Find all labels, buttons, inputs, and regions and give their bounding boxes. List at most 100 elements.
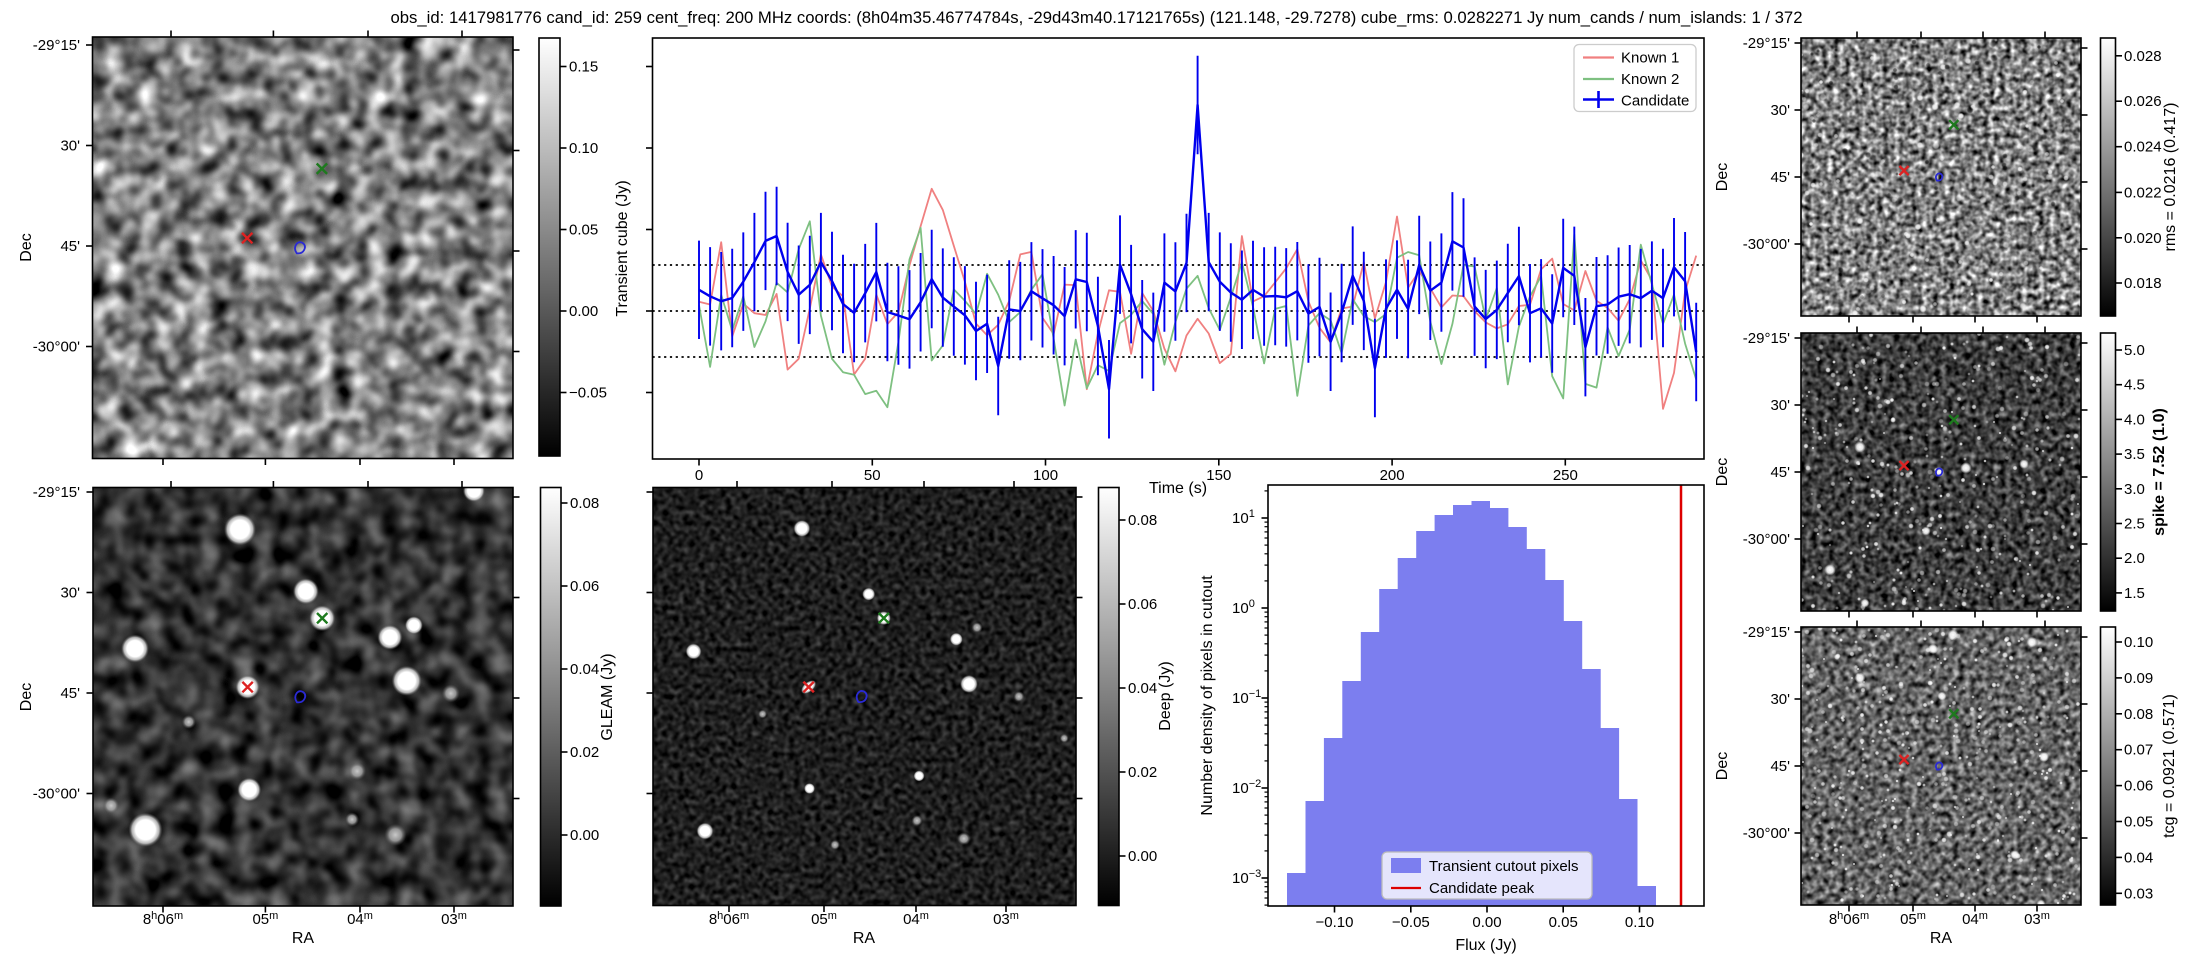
svg-text:0.04: 0.04 xyxy=(2124,849,2153,866)
svg-text:Dec: Dec xyxy=(1714,163,1731,191)
svg-text:−0.05: −0.05 xyxy=(1392,914,1430,931)
svg-text:tcg = 0.0921 (0.571): tcg = 0.0921 (0.571) xyxy=(2161,694,2178,838)
svg-text:0.00: 0.00 xyxy=(1472,914,1501,931)
svg-text:-30°00': -30°00' xyxy=(1743,825,1790,842)
svg-text:8h06m: 8h06m xyxy=(709,910,749,928)
svg-text:30': 30' xyxy=(60,138,80,155)
svg-text:0.07: 0.07 xyxy=(2124,742,2153,759)
svg-text:0.00: 0.00 xyxy=(1128,848,1157,865)
svg-text:0.03: 0.03 xyxy=(2124,885,2153,902)
svg-text:Dec: Dec xyxy=(18,683,35,711)
svg-text:obs_id: 1417981776 cand_id: 25: obs_id: 1417981776 cand_id: 259 cent_fre… xyxy=(391,8,1803,27)
svg-text:−0.05: −0.05 xyxy=(569,385,607,402)
svg-text:0.02: 0.02 xyxy=(1128,764,1157,781)
svg-text:0.09: 0.09 xyxy=(2124,670,2153,687)
svg-text:Candidate peak: Candidate peak xyxy=(1429,880,1535,897)
svg-text:Dec: Dec xyxy=(1714,752,1731,780)
svg-text:Number density of pixels in cu: Number density of pixels in cutout xyxy=(1199,575,1216,816)
svg-text:-30°00': -30°00' xyxy=(33,339,80,356)
svg-text:0.04: 0.04 xyxy=(1128,680,1157,697)
svg-text:−0.10: −0.10 xyxy=(1316,914,1354,931)
svg-text:Time (s): Time (s) xyxy=(1149,480,1207,497)
svg-text:8h06m: 8h06m xyxy=(143,910,183,928)
svg-text:-30°00': -30°00' xyxy=(1743,531,1790,548)
svg-text:04m: 04m xyxy=(1962,910,1988,928)
svg-text:0.05: 0.05 xyxy=(569,222,598,239)
svg-text:0.022: 0.022 xyxy=(2124,184,2162,201)
svg-text:05m: 05m xyxy=(252,910,278,928)
svg-text:3.5: 3.5 xyxy=(2124,446,2145,463)
svg-text:0.06: 0.06 xyxy=(570,578,599,595)
svg-text:Dec: Dec xyxy=(1714,458,1731,486)
svg-text:Known 2: Known 2 xyxy=(1621,71,1679,88)
svg-text:100: 100 xyxy=(1033,467,1058,484)
svg-text:5.0: 5.0 xyxy=(2124,342,2145,359)
svg-text:Transient cutout pixels: Transient cutout pixels xyxy=(1429,858,1579,875)
svg-text:04m: 04m xyxy=(903,910,929,928)
svg-text:-29°15': -29°15' xyxy=(1743,330,1790,347)
svg-text:0.028: 0.028 xyxy=(2124,48,2162,65)
svg-text:30': 30' xyxy=(1770,691,1790,708)
svg-text:Flux (Jy): Flux (Jy) xyxy=(1455,937,1516,954)
svg-text:0.026: 0.026 xyxy=(2124,93,2162,110)
svg-text:30': 30' xyxy=(1770,102,1790,119)
svg-text:Candidate: Candidate xyxy=(1621,93,1689,110)
svg-text:05m: 05m xyxy=(1900,910,1926,928)
svg-text:45': 45' xyxy=(1770,464,1790,481)
svg-text:Deep (Jy): Deep (Jy) xyxy=(1157,661,1174,730)
svg-text:03m: 03m xyxy=(441,910,467,928)
svg-text:0.10: 0.10 xyxy=(569,140,598,157)
svg-text:0.00: 0.00 xyxy=(569,303,598,320)
svg-text:10−1: 10−1 xyxy=(1232,688,1261,707)
svg-text:RA: RA xyxy=(853,930,876,947)
svg-text:1.5: 1.5 xyxy=(2124,585,2145,602)
svg-text:0: 0 xyxy=(695,467,703,484)
svg-text:2.0: 2.0 xyxy=(2124,550,2145,567)
svg-text:rms = 0.0216 (0.417): rms = 0.0216 (0.417) xyxy=(2162,103,2179,252)
svg-text:-29°15': -29°15' xyxy=(33,37,80,54)
svg-text:0.08: 0.08 xyxy=(570,495,599,512)
svg-text:0.08: 0.08 xyxy=(1128,512,1157,529)
svg-text:4.5: 4.5 xyxy=(2124,377,2145,394)
svg-text:0.08: 0.08 xyxy=(2124,706,2153,723)
svg-text:200: 200 xyxy=(1380,467,1405,484)
svg-text:45': 45' xyxy=(1770,758,1790,775)
svg-text:2.5: 2.5 xyxy=(2124,516,2145,533)
svg-text:-29°15': -29°15' xyxy=(1743,35,1790,52)
svg-text:45': 45' xyxy=(1770,169,1790,186)
svg-text:03m: 03m xyxy=(993,910,1019,928)
svg-text:03m: 03m xyxy=(2024,910,2050,928)
svg-text:RA: RA xyxy=(292,930,315,947)
svg-text:0.04: 0.04 xyxy=(570,661,599,678)
svg-text:-30°00': -30°00' xyxy=(33,786,80,803)
svg-text:50: 50 xyxy=(864,467,881,484)
svg-text:150: 150 xyxy=(1206,467,1231,484)
svg-text:45': 45' xyxy=(60,238,80,255)
svg-text:-29°15': -29°15' xyxy=(33,484,80,501)
svg-text:0.02: 0.02 xyxy=(570,744,599,761)
svg-text:05m: 05m xyxy=(811,910,837,928)
svg-text:Known 1: Known 1 xyxy=(1621,50,1679,67)
svg-text:spike = 7.52 (1.0): spike = 7.52 (1.0) xyxy=(2151,408,2168,536)
svg-text:GLEAM (Jy): GLEAM (Jy) xyxy=(599,653,616,740)
svg-text:Dec: Dec xyxy=(18,233,35,261)
svg-text:250: 250 xyxy=(1553,467,1578,484)
svg-text:10−2: 10−2 xyxy=(1232,778,1261,797)
svg-text:3.0: 3.0 xyxy=(2124,481,2145,498)
svg-text:-30°00': -30°00' xyxy=(1743,236,1790,253)
svg-text:0.10: 0.10 xyxy=(1625,914,1654,931)
svg-text:0.06: 0.06 xyxy=(1128,596,1157,613)
svg-text:0.05: 0.05 xyxy=(1549,914,1578,931)
svg-text:0.10: 0.10 xyxy=(2124,634,2153,651)
svg-text:0.018: 0.018 xyxy=(2124,275,2162,292)
svg-text:0.06: 0.06 xyxy=(2124,778,2153,795)
svg-text:0.15: 0.15 xyxy=(569,59,598,76)
svg-text:100: 100 xyxy=(1232,598,1255,617)
svg-text:45': 45' xyxy=(60,685,80,702)
svg-text:8h06m: 8h06m xyxy=(1829,910,1869,928)
svg-text:0.024: 0.024 xyxy=(2124,139,2162,156)
svg-text:0.020: 0.020 xyxy=(2124,230,2162,247)
svg-text:RA: RA xyxy=(1930,930,1953,947)
svg-text:-29°15': -29°15' xyxy=(1743,624,1790,641)
svg-text:101: 101 xyxy=(1232,508,1255,527)
